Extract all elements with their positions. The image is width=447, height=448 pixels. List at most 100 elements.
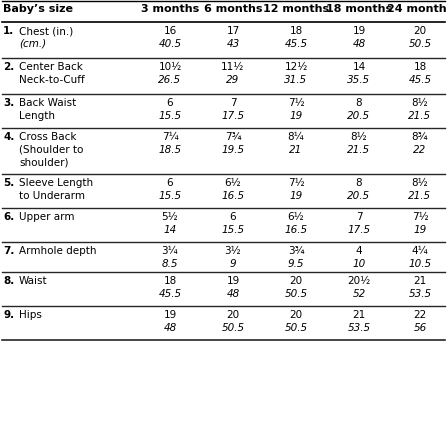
Text: (cm.): (cm.) [19, 39, 46, 49]
Text: 20: 20 [290, 276, 303, 287]
Text: 50.5: 50.5 [284, 323, 308, 333]
Text: 17.5: 17.5 [221, 111, 245, 121]
Text: 40.5: 40.5 [158, 39, 181, 49]
Text: 16.5: 16.5 [284, 225, 308, 235]
Text: 6: 6 [230, 212, 236, 223]
Text: 8½: 8½ [412, 178, 428, 189]
Text: 14: 14 [163, 225, 177, 235]
Text: 22: 22 [413, 145, 426, 155]
Text: 3 months: 3 months [141, 4, 199, 14]
Text: 12 months: 12 months [263, 4, 329, 14]
Text: Armhole depth: Armhole depth [19, 246, 97, 257]
Text: 7: 7 [230, 99, 236, 108]
Text: 10½: 10½ [158, 63, 181, 73]
Text: 6 months: 6 months [204, 4, 262, 14]
Text: 20.5: 20.5 [347, 191, 371, 201]
Text: 29: 29 [226, 75, 240, 85]
Text: Hips: Hips [19, 310, 42, 320]
Text: 56: 56 [413, 323, 426, 333]
Text: 10.5: 10.5 [409, 259, 431, 269]
Text: 4: 4 [356, 246, 363, 257]
Text: 16: 16 [163, 26, 177, 36]
Text: 5.: 5. [3, 178, 14, 189]
Text: 20: 20 [227, 310, 240, 320]
Text: 48: 48 [352, 39, 366, 49]
Text: 4¼: 4¼ [412, 246, 428, 257]
Text: 11½: 11½ [221, 63, 245, 73]
Text: 31.5: 31.5 [284, 75, 308, 85]
Text: 10: 10 [352, 259, 366, 269]
Text: 6: 6 [167, 99, 173, 108]
Text: 7¾: 7¾ [225, 133, 241, 142]
Text: 19: 19 [163, 310, 177, 320]
Text: 18: 18 [413, 63, 426, 73]
Text: Upper arm: Upper arm [19, 212, 75, 223]
Text: 2.: 2. [3, 63, 14, 73]
Text: 12½: 12½ [284, 63, 308, 73]
Text: 8.5: 8.5 [162, 259, 178, 269]
Text: 8½: 8½ [412, 99, 428, 108]
Text: 9: 9 [230, 259, 236, 269]
Text: 6½: 6½ [287, 212, 304, 223]
Text: 4.: 4. [3, 133, 14, 142]
Text: Chest (in.): Chest (in.) [19, 26, 73, 36]
Text: 8.: 8. [3, 276, 14, 287]
Text: 5½: 5½ [162, 212, 178, 223]
Text: 18 months: 18 months [326, 4, 392, 14]
Text: 3¾: 3¾ [288, 246, 304, 257]
Text: 16.5: 16.5 [221, 191, 245, 201]
Text: 21: 21 [289, 145, 303, 155]
Text: 8¼: 8¼ [287, 133, 304, 142]
Text: 3½: 3½ [225, 246, 241, 257]
Text: 21.5: 21.5 [347, 145, 371, 155]
Text: 19.5: 19.5 [221, 145, 245, 155]
Text: 19: 19 [226, 276, 240, 287]
Text: 19: 19 [289, 111, 303, 121]
Text: 26.5: 26.5 [158, 75, 181, 85]
Text: 8: 8 [356, 178, 363, 189]
Text: 50.5: 50.5 [409, 39, 431, 49]
Text: 17.5: 17.5 [347, 225, 371, 235]
Text: 3¼: 3¼ [162, 246, 178, 257]
Text: 53.5: 53.5 [347, 323, 371, 333]
Text: 48: 48 [163, 323, 177, 333]
Text: 15.5: 15.5 [158, 191, 181, 201]
Text: 20: 20 [290, 310, 303, 320]
Text: 24 months: 24 months [387, 4, 447, 14]
Text: 14: 14 [352, 63, 366, 73]
Text: 7.: 7. [3, 246, 14, 257]
Text: 9.: 9. [3, 310, 14, 320]
Text: to Underarm: to Underarm [19, 191, 85, 201]
Text: 19: 19 [413, 225, 426, 235]
Text: Neck-to-Cuff: Neck-to-Cuff [19, 75, 85, 85]
Text: 3.: 3. [3, 99, 14, 108]
Text: Length: Length [19, 111, 55, 121]
Text: 35.5: 35.5 [347, 75, 371, 85]
Text: 50.5: 50.5 [221, 323, 245, 333]
Text: 17: 17 [226, 26, 240, 36]
Text: 7½: 7½ [287, 178, 304, 189]
Text: (Shoulder to: (Shoulder to [19, 145, 84, 155]
Text: 48: 48 [226, 289, 240, 299]
Text: 21: 21 [352, 310, 366, 320]
Text: 8¾: 8¾ [412, 133, 428, 142]
Text: shoulder): shoulder) [19, 158, 68, 168]
Text: 21.5: 21.5 [409, 111, 431, 121]
Text: 18: 18 [163, 276, 177, 287]
Text: 7¼: 7¼ [162, 133, 178, 142]
Text: Center Back: Center Back [19, 63, 83, 73]
Text: 15.5: 15.5 [221, 225, 245, 235]
Text: 7: 7 [356, 212, 363, 223]
Text: 19: 19 [289, 191, 303, 201]
Text: 21.5: 21.5 [409, 191, 431, 201]
Text: 1.: 1. [3, 26, 14, 36]
Text: 45.5: 45.5 [409, 75, 431, 85]
Text: Baby’s size: Baby’s size [3, 4, 73, 14]
Text: 20: 20 [413, 26, 426, 36]
Text: 18.5: 18.5 [158, 145, 181, 155]
Text: 6.: 6. [3, 212, 14, 223]
Text: 15.5: 15.5 [158, 111, 181, 121]
Text: 6: 6 [167, 178, 173, 189]
Text: 8½: 8½ [350, 133, 367, 142]
Text: 43: 43 [226, 39, 240, 49]
